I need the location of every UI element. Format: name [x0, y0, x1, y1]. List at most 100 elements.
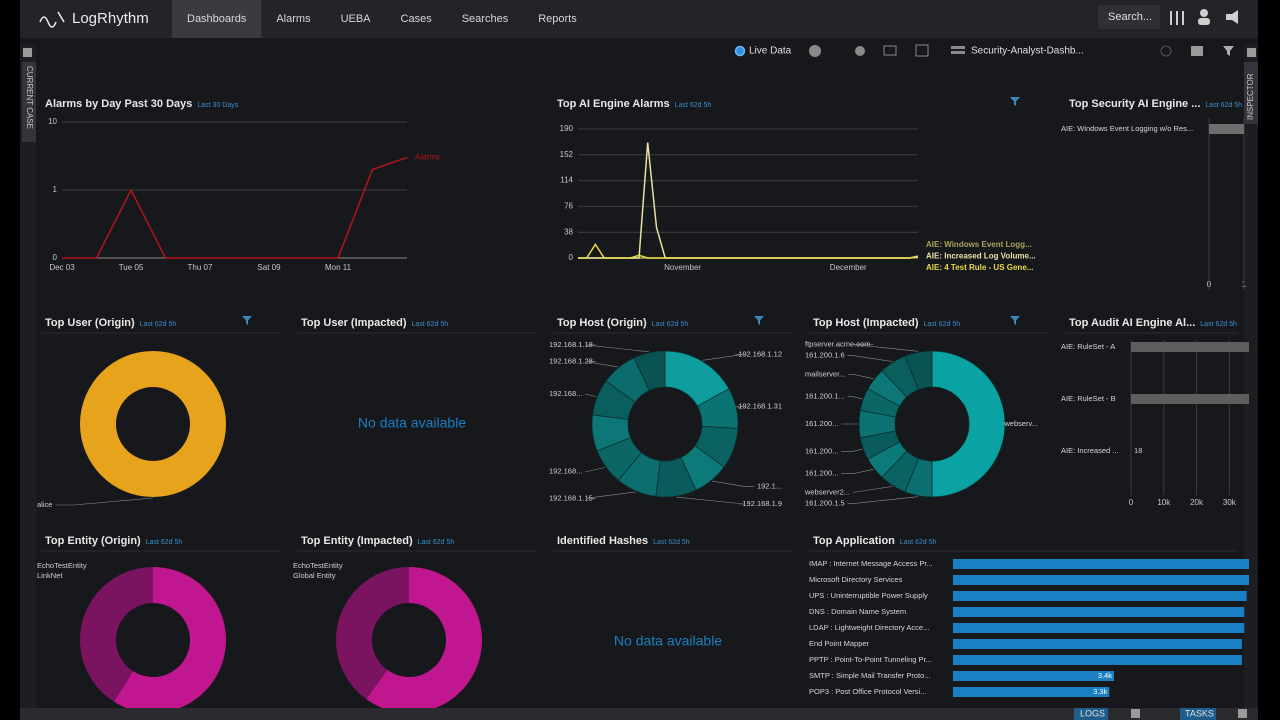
slice-label: 192.168.1.31 [738, 401, 782, 410]
panel: Top Entity (Origin) Last 62d 5h EchoTestEn… [37, 535, 280, 713]
nav-tab[interactable]: Dashboards [187, 13, 247, 25]
panel-subtitle: Last 62d 5h [412, 321, 449, 328]
leader-line [847, 496, 919, 504]
legend-entry: AIE: Increased Log Volume... [926, 252, 1036, 261]
x-tick-label: 30k [1223, 498, 1237, 507]
slice-label: alice [37, 500, 52, 509]
bar[interactable] [953, 687, 1110, 697]
y-tick-label: 0 [53, 253, 58, 262]
logs-toggle[interactable] [1131, 709, 1140, 718]
live-indicator[interactable] [734, 45, 746, 57]
panel: Top Host (Impacted) Last 62d 5h ftpserver.… [804, 316, 1048, 508]
donut-segment[interactable] [904, 350, 933, 391]
left-toggle[interactable] [23, 48, 32, 57]
tasks-tab[interactable] [1180, 708, 1216, 720]
active-tab-bg [172, 0, 262, 38]
category-label: LDAP : Lightweight Directory Acce... [809, 623, 929, 632]
panel-subtitle: Last 30 Days [197, 102, 238, 109]
bar[interactable] [1131, 394, 1249, 404]
toolbar-icons[interactable] [809, 44, 1234, 57]
donut-segment[interactable] [336, 567, 409, 700]
current-case-label[interactable]: CURRENT CASE [25, 66, 34, 129]
y-tick-label: 152 [560, 150, 574, 159]
search-box[interactable] [1098, 5, 1160, 29]
donut-segment[interactable] [633, 350, 666, 392]
data-line [62, 156, 408, 259]
slice-label: 161.200... [805, 446, 838, 455]
nav-tab[interactable]: Alarms [276, 13, 311, 25]
live-data[interactable]: Live Data [749, 46, 792, 57]
panel-title: Top Entity (Origin) [45, 535, 141, 547]
inspector-label[interactable]: INSPECTOR [1246, 73, 1255, 120]
nav-tab[interactable]: Searches [462, 13, 509, 25]
panel-subtitle: Last 62d 5h [924, 321, 961, 328]
slice-label: ftpserver.acme.com [805, 339, 870, 348]
tasks-label[interactable]: TASKS [1185, 708, 1214, 718]
panel-subtitle: Last 62d 5h [140, 321, 177, 328]
panel-title: Top User (Impacted) [301, 317, 407, 329]
bar[interactable] [953, 623, 1245, 633]
panel: Top User (Origin) Last 62d 5h alice [37, 316, 280, 509]
empty-message: No data available [358, 415, 466, 431]
slice-label: 192.168.1.12 [738, 349, 782, 358]
donut-segment[interactable] [113, 567, 227, 713]
leader-line [841, 448, 863, 452]
panel-title: Top Audit AI Engine Al... [1069, 317, 1195, 329]
nav-tab[interactable]: UEBA [341, 13, 372, 25]
inspector-tab[interactable] [1244, 62, 1258, 124]
bar[interactable] [953, 671, 1115, 681]
current-case-tab[interactable] [22, 62, 36, 142]
data-line [578, 243, 919, 259]
x-tick-label: November [664, 263, 701, 272]
category-label: IMAP : Internet Message Access Pr... [809, 559, 933, 568]
dashboard-name[interactable]: Security-Analyst-Dashb... [971, 46, 1084, 57]
tasks-toggle[interactable] [1238, 709, 1247, 718]
leader-line [852, 486, 893, 493]
donut-segment[interactable] [80, 351, 226, 497]
bar[interactable] [1209, 124, 1244, 134]
logs-tab[interactable] [1074, 708, 1108, 720]
panel: Top Application Last 62d 5h IMAP : Interne… [809, 535, 1249, 697]
search-text[interactable]: Search... [1108, 11, 1152, 23]
donut-segment[interactable] [80, 567, 153, 702]
right-toggle[interactable] [1247, 48, 1256, 57]
leader-line [585, 491, 636, 499]
bar[interactable] [1131, 342, 1249, 352]
nav-icons[interactable] [1170, 9, 1238, 25]
panel-subtitle: Last 62d 5h [418, 539, 455, 546]
filter-icon[interactable] [754, 316, 764, 325]
bar[interactable] [953, 591, 1247, 601]
panel-title: Top AI Engine Alarms [557, 98, 670, 110]
donut-segment[interactable] [366, 567, 482, 713]
panel-subtitle: Last 62d 5h [146, 539, 183, 546]
donut-segment[interactable] [931, 350, 1006, 498]
nav-tab[interactable]: Cases [401, 13, 433, 25]
bar[interactable] [953, 559, 1249, 569]
slice-label: 161.200.1.6 [805, 351, 845, 360]
panel: Top User (Impacted) Last 62d 5h No data av… [297, 317, 536, 431]
bar[interactable] [953, 655, 1242, 665]
nav-tab[interactable]: Reports [538, 13, 577, 25]
filter-icon[interactable] [1010, 316, 1020, 325]
bar[interactable] [953, 575, 1249, 585]
panel: Top Security AI Engine ...Last 62d 5h01A… [1061, 98, 1247, 290]
panel: Identified Hashes Last 62d 5h No data avai… [553, 535, 792, 649]
bar[interactable] [953, 607, 1245, 617]
right-strip [1244, 44, 1258, 708]
leader-line [852, 344, 919, 352]
leader-line [55, 497, 154, 506]
filter-icon[interactable] [242, 316, 252, 325]
y-tick-label: 10 [48, 117, 57, 126]
slice-label: 192.168... [549, 389, 582, 398]
slice-label: 161.200.1... [805, 392, 845, 401]
y-tick-label: 1 [53, 185, 58, 194]
logo: LogRhythm [72, 10, 149, 27]
filter-icon[interactable] [1010, 97, 1020, 106]
category-label: DNS : Domain Name System [809, 607, 906, 616]
logs-label[interactable]: LOGS [1080, 708, 1105, 718]
bar[interactable] [953, 639, 1242, 649]
slice-label: 161.200... [805, 469, 838, 478]
leader-line [585, 467, 606, 472]
category-label: UPS : Uninterruptible Power Supply [809, 591, 928, 600]
leader-line [585, 393, 597, 398]
